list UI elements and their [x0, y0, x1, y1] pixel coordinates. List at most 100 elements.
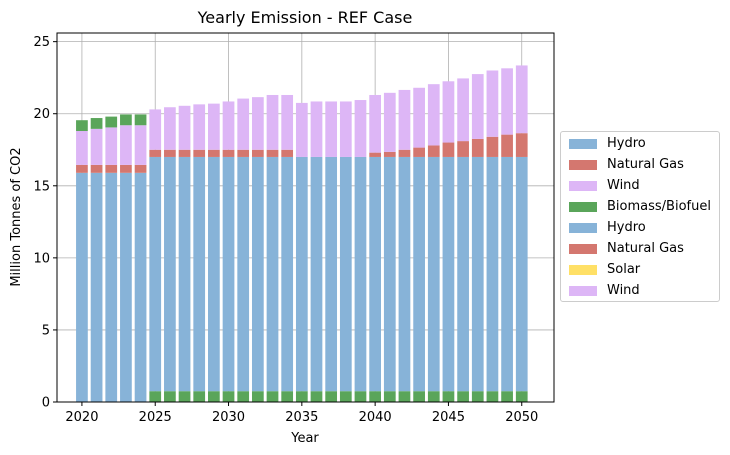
- bar-segment: [501, 134, 513, 157]
- bar-segment: [325, 156, 338, 392]
- bar-segment: [105, 164, 118, 173]
- bar-segment: [222, 156, 235, 392]
- plot-frame: [56, 32, 555, 403]
- legend-swatch: [569, 285, 597, 296]
- bar-segment: [457, 141, 469, 157]
- bar-segment: [354, 156, 367, 392]
- x-tick-label: 2040: [359, 410, 392, 425]
- bar-segment: [471, 74, 484, 139]
- bar-segment: [281, 156, 294, 392]
- legend: Hydro Natural Gas Wind Biomass/Biofuel Hydro…: [560, 131, 720, 302]
- bar-segment: [413, 391, 425, 402]
- bars: [76, 65, 528, 402]
- bar-segment: [515, 156, 528, 392]
- bar-segment: [442, 156, 455, 392]
- bar-segment: [120, 114, 132, 126]
- bar-segment: [295, 102, 308, 157]
- bar-segment: [222, 149, 235, 157]
- bar-segment: [398, 149, 411, 157]
- bar-segment: [120, 164, 132, 173]
- bar-segment: [515, 65, 528, 134]
- bar-segment: [251, 391, 264, 402]
- y-tick-label: 0: [42, 396, 50, 411]
- bar-segment: [325, 391, 338, 402]
- bar-segment: [501, 156, 513, 392]
- y-tick-label: 25: [33, 35, 50, 50]
- bar-segment: [134, 164, 147, 173]
- bar-segment: [90, 118, 103, 129]
- bar-segment: [457, 78, 469, 142]
- bar-segment: [208, 103, 220, 150]
- legend-swatch: [569, 180, 597, 191]
- bar-segment: [281, 149, 294, 157]
- bar-segment: [193, 156, 206, 392]
- bar-segment: [281, 391, 294, 402]
- bar-segment: [149, 391, 162, 402]
- bar-segment: [149, 109, 162, 150]
- bar-segment: [471, 138, 484, 157]
- bar-segment: [413, 87, 425, 148]
- legend-swatch: [569, 243, 597, 254]
- bar-segment: [486, 70, 499, 137]
- y-axis-label: Million Tonnes of CO2: [9, 147, 24, 286]
- bar-segment: [398, 89, 411, 150]
- bar-segment: [149, 149, 162, 157]
- y-tick-label: 5: [42, 323, 50, 338]
- legend-item: Wind: [569, 280, 640, 301]
- bar-segment: [134, 114, 147, 126]
- bar-segment: [193, 149, 206, 157]
- bar-segment: [76, 120, 88, 132]
- bar-segment: [369, 156, 382, 392]
- bar-segment: [266, 149, 279, 157]
- bar-segment: [383, 156, 396, 392]
- bar-segment: [383, 391, 396, 402]
- bar-segment: [398, 391, 411, 402]
- bar-segment: [178, 156, 191, 392]
- bar-segment: [442, 391, 455, 402]
- y-tick-label: 10: [33, 251, 50, 266]
- legend-item: Biomass/Biofuel: [569, 196, 711, 217]
- bar-segment: [515, 391, 528, 402]
- bar-segment: [369, 391, 382, 402]
- bar-segment: [164, 391, 176, 402]
- y-tick-label: 20: [33, 107, 50, 122]
- bar-segment: [413, 147, 425, 157]
- bar-segment: [266, 391, 279, 402]
- legend-swatch: [569, 159, 597, 170]
- bar-segment: [427, 145, 440, 157]
- bar-segment: [354, 100, 367, 157]
- bar-segment: [281, 94, 294, 150]
- x-tick-label: 2030: [212, 410, 245, 425]
- bar-segment: [237, 156, 250, 392]
- bar-segment: [486, 136, 499, 157]
- legend-item: Wind: [569, 175, 640, 196]
- bar-segment: [134, 125, 147, 165]
- bar-segment: [501, 68, 513, 135]
- x-tick-label: 2020: [65, 410, 98, 425]
- bar-segment: [251, 149, 264, 157]
- x-axis-ticks: 2020 2025 2030 2035 2040 2045 2050: [65, 402, 538, 425]
- bar-segment: [237, 98, 250, 150]
- bar-segment: [105, 172, 118, 402]
- x-tick-label: 2025: [139, 410, 172, 425]
- legend-item: Natural Gas: [569, 238, 684, 259]
- legend-label: Natural Gas: [607, 241, 684, 256]
- bar-segment: [339, 391, 352, 402]
- x-axis-label: Year: [290, 431, 319, 446]
- bar-segment: [501, 391, 513, 402]
- legend-label: Biomass/Biofuel: [607, 199, 711, 214]
- x-tick-label: 2045: [432, 410, 465, 425]
- bar-segment: [427, 84, 440, 146]
- bar-segment: [193, 391, 206, 402]
- bar-segment: [457, 391, 469, 402]
- bar-segment: [310, 391, 323, 402]
- legend-label: Wind: [607, 283, 640, 298]
- bar-segment: [76, 172, 88, 402]
- bar-segment: [339, 156, 352, 392]
- bar-segment: [325, 101, 338, 157]
- legend-swatch: [569, 264, 597, 275]
- legend-label: Natural Gas: [607, 157, 684, 172]
- x-tick-label: 2050: [505, 410, 538, 425]
- legend-label: Hydro: [607, 136, 646, 151]
